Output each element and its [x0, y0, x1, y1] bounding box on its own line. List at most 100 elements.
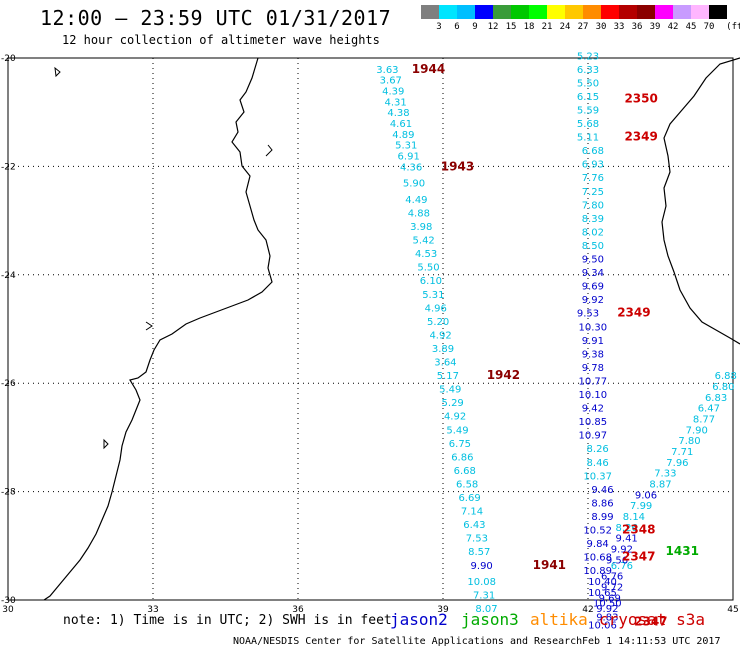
y-tick-label: -30: [1, 596, 16, 606]
wave-height-value: 9.78: [582, 363, 604, 374]
map-frame: [7, 57, 734, 601]
wave-height-value: 10.40: [588, 577, 617, 588]
wave-height-value: 4.49: [405, 195, 427, 206]
wave-height-value: 7.53: [466, 534, 488, 545]
wave-height-value: 9.42: [582, 404, 604, 415]
wave-height-value: 7.25: [582, 187, 604, 198]
footer: note: 1) Time is in UTC; 2) SWH is in fe…: [0, 608, 740, 650]
color-scale-cell: [601, 5, 619, 19]
coast-inlet: [145, 321, 153, 331]
color-scale-cell: [547, 5, 565, 19]
wave-height-value: 9.53: [577, 309, 599, 320]
wave-height-value: 10.08: [467, 577, 496, 588]
wave-height-value: 6.15: [577, 92, 599, 103]
color-scale-unit: (ft): [726, 22, 740, 32]
generated-date: Feb 1 14:11:53 UTC 2017: [582, 636, 721, 647]
wave-height-value: 6.80: [712, 382, 734, 393]
wave-height-value: 6.76: [611, 561, 633, 572]
wave-height-value: 8.02: [582, 227, 604, 238]
pass-number-label: 1941: [533, 558, 566, 572]
wave-height-value: 5.49: [439, 385, 461, 396]
wave-height-value: 6.91: [398, 152, 420, 163]
wave-height-value: 8.07: [475, 604, 497, 615]
wave-height-value: 9.56: [606, 555, 628, 566]
coast-islet: [54, 66, 61, 78]
wave-height-value: 10.06: [588, 620, 617, 631]
pass-number-label: 2347: [634, 615, 667, 629]
wave-height-value: 8.46: [587, 458, 609, 469]
wave-height-value: 4.96: [425, 303, 447, 314]
y-tick-label: -26: [1, 379, 16, 389]
y-tick-label: -24: [1, 271, 16, 281]
wave-height-value: 5.20: [427, 317, 449, 328]
wave-height-value: 9.92: [596, 604, 618, 615]
wave-height-value: 5.42: [413, 236, 435, 247]
wave-height-value: 9.06: [635, 490, 657, 501]
map-subtitle: 12 hour collection of altimeter wave hei…: [62, 33, 380, 47]
wave-height-value: 9.46: [591, 485, 613, 496]
wave-height-value: 9.69: [582, 282, 604, 293]
wave-height-value: 4.89: [392, 130, 414, 141]
wave-height-value: 10.89: [583, 566, 612, 577]
wave-height-value: 9.72: [601, 582, 623, 593]
color-scale-cell: [421, 5, 439, 19]
color-scale-cell: [493, 5, 511, 19]
wave-height-value: 7.33: [654, 469, 676, 480]
color-scale-label: 15: [505, 22, 517, 32]
color-scale-cell: [511, 5, 529, 19]
wave-height-value: 6.93: [582, 160, 604, 171]
pass-number-label: 2348: [622, 523, 655, 537]
wave-height-value: 10.77: [579, 376, 608, 387]
wave-height-value: 8.26: [587, 444, 609, 455]
africa-coastline: [43, 57, 273, 601]
coast-inlet: [265, 144, 273, 157]
wave-height-value: 8.14: [623, 512, 645, 523]
wave-height-value: 6.58: [456, 479, 478, 490]
x-tick-label: 42: [582, 605, 593, 615]
wave-height-value: 5.50: [417, 263, 439, 274]
color-scale-cell: [439, 5, 457, 19]
legend-altika: altika: [530, 610, 588, 629]
wave-height-value: 9.50: [582, 255, 604, 266]
color-scale-cell: [619, 5, 637, 19]
pass-number-label: 2349: [617, 306, 650, 320]
altimeter-tracks: 3.633.674.394.314.384.614.895.316.914.36…: [376, 51, 737, 631]
wave-height-value: 10.52: [583, 526, 612, 537]
wave-height-value: 9.92: [611, 545, 633, 556]
color-scale-label: 27: [577, 22, 589, 32]
wave-height-value: 5.11: [577, 133, 599, 144]
color-scale-label: 9: [472, 22, 478, 32]
wave-height-value: 7.76: [582, 173, 604, 184]
color-scale-cell: [673, 5, 691, 19]
color-scale-label: 24: [559, 22, 571, 32]
color-scale-label: 12: [487, 22, 499, 32]
wave-height-value: 9.84: [587, 539, 609, 550]
wave-height-value: 4.92: [444, 412, 466, 423]
wave-height-value: 3.67: [380, 76, 402, 87]
wave-height-value: 5.59: [577, 105, 599, 116]
wave-height-value: 3.64: [434, 358, 456, 369]
wave-height-value: 4.61: [390, 119, 412, 130]
map-title: 12:00 – 23:59 UTC 01/31/2017: [40, 6, 392, 30]
wave-height-value: 7.80: [678, 436, 700, 447]
wave-height-value: 4.36: [400, 162, 422, 173]
wave-height-value: 5.49: [446, 425, 468, 436]
wave-height-value: 4.53: [415, 249, 437, 260]
color-scale-cell: [637, 5, 655, 19]
pass-number-label: 2349: [624, 130, 657, 144]
wave-height-value: 5.50: [577, 78, 599, 89]
wave-height-value: 6.43: [463, 520, 485, 531]
x-tick-label: 33: [147, 605, 158, 615]
wave-height-value: 10.30: [579, 322, 608, 333]
pass-number-label: 2350: [624, 92, 657, 106]
wave-height-value: 6.86: [451, 452, 473, 463]
wave-height-value: 5.90: [403, 179, 425, 190]
wave-height-value: 6.76: [601, 572, 623, 583]
color-scale-cell: [583, 5, 601, 19]
wave-height-value: 5.17: [437, 371, 459, 382]
footer-note: note: 1) Time is in UTC; 2) SWH is in fe…: [63, 613, 392, 628]
pass-number-label: 2347: [622, 550, 655, 564]
pass-number-label: 1943: [441, 159, 474, 173]
